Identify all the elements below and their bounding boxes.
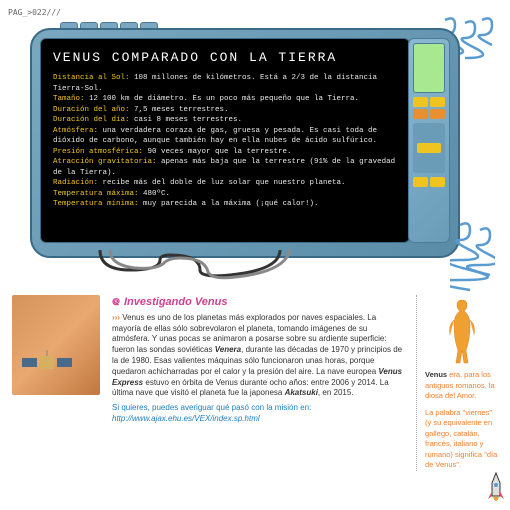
terminal-row: Radiación: recibe más del doble de luz s… xyxy=(53,178,397,189)
bottom-section: Investigando Venus ››› Venus es uno de l… xyxy=(12,295,498,471)
sidebar-p1: Venus era, para los antiguos romanos, la… xyxy=(425,370,498,402)
panel-slider[interactable] xyxy=(413,123,445,173)
panel-display xyxy=(413,43,445,93)
page-number: PAG_>022/// xyxy=(8,8,61,17)
monitor-frame: VENUS COMPARADO CON LA TIERRA Distancia … xyxy=(30,28,460,258)
terminal-row: Temperatura máxima: 480ºC. xyxy=(53,189,397,200)
terminal-row: Atmósfera: una verdadera coraza de gas, … xyxy=(53,126,397,147)
terminal-row: Duración del día: casi 8 meses terrestre… xyxy=(53,115,397,126)
monitor-device: VENUS COMPARADO CON LA TIERRA Distancia … xyxy=(30,28,460,258)
terminal-row: Temperatura mínima: muy parecida a la má… xyxy=(53,199,397,210)
sidebar-p2: La palabra "viernes" (y su equivalente e… xyxy=(425,408,498,471)
panel-button[interactable] xyxy=(430,177,445,187)
article: Investigando Venus ››› Venus es uno de l… xyxy=(112,295,404,471)
panel-button[interactable] xyxy=(430,97,445,107)
sidebar: Venus era, para los antiguos romanos, la… xyxy=(416,295,498,471)
cables-icon xyxy=(80,250,340,280)
screen-title: VENUS COMPARADO CON LA TIERRA xyxy=(53,49,397,67)
terminal-row: Distancia al Sol: 108 millones de kilóme… xyxy=(53,73,397,94)
terminal-row: Presión atmosférica: 90 veces mayor que … xyxy=(53,147,397,158)
venus-figure-icon xyxy=(442,295,482,365)
spring-right-icon xyxy=(450,220,495,300)
terminal-row: Atracción gravitatoria: apenas más baja … xyxy=(53,157,397,178)
rocket-icon xyxy=(486,471,506,506)
control-panel xyxy=(408,38,450,243)
terminal-row: Tamaño: 12 100 km de diámetro. Es un poc… xyxy=(53,94,397,115)
terminal-screen: VENUS COMPARADO CON LA TIERRA Distancia … xyxy=(40,38,410,243)
panel-button[interactable] xyxy=(413,177,428,187)
satellite-icon xyxy=(22,350,72,375)
article-body: ››› Venus es uno de los planetas más exp… xyxy=(112,313,404,399)
panel-button[interactable] xyxy=(413,109,428,119)
link-intro: Si quieres, puedes averiguar qué pasó co… xyxy=(112,403,404,414)
panel-button[interactable] xyxy=(430,109,445,119)
venus-photo xyxy=(12,295,100,395)
article-link[interactable]: http://www.ajax.ehu.es/VEX/index.sp.html xyxy=(112,414,260,423)
panel-button[interactable] xyxy=(413,97,428,107)
article-title: Investigando Venus xyxy=(112,295,404,310)
